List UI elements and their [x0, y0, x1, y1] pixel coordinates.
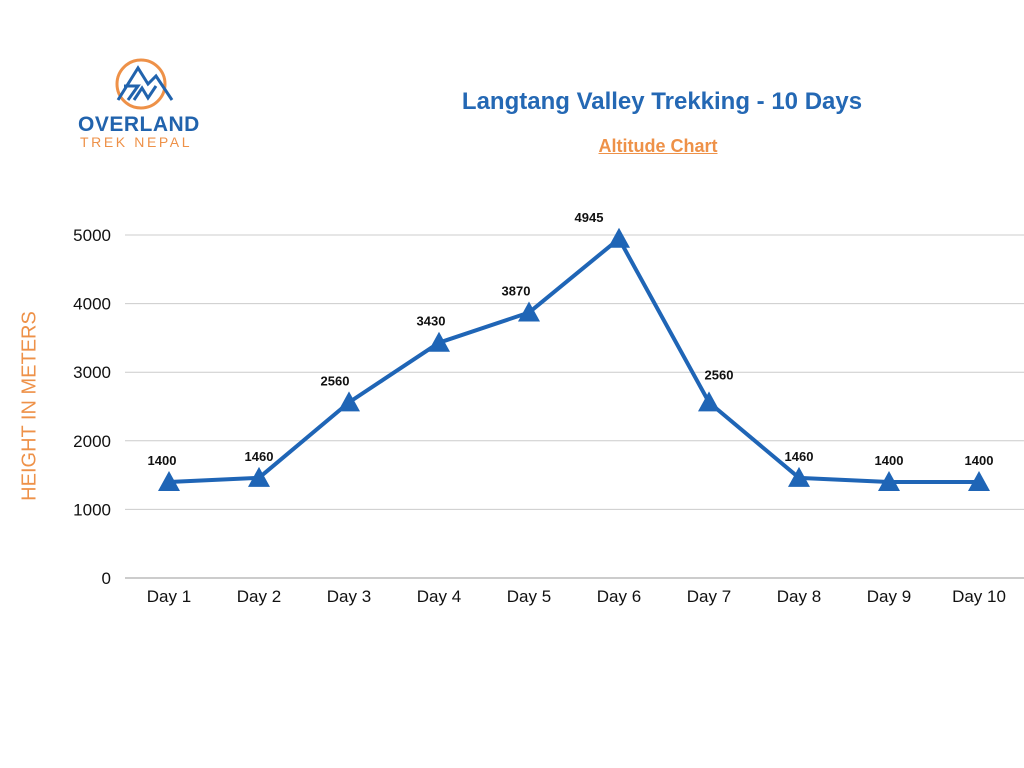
y-tick-label: 0: [102, 569, 111, 588]
x-tick-label: Day 8: [777, 587, 821, 606]
data-label: 4945: [575, 210, 604, 225]
data-label: 1400: [875, 453, 904, 468]
y-tick-label: 1000: [73, 500, 111, 519]
x-tick-label: Day 7: [687, 587, 731, 606]
data-label: 3870: [502, 284, 531, 299]
x-tick-label: Day 1: [147, 587, 191, 606]
data-label: 3430: [417, 314, 446, 329]
data-point-marker: [428, 331, 450, 352]
x-tick-label: Day 4: [417, 587, 461, 606]
data-label: 1400: [965, 453, 994, 468]
series-line: [168, 236, 979, 484]
data-label: 1400: [148, 453, 177, 468]
x-tick-label: Day 10: [952, 587, 1006, 606]
data-point-marker: [788, 466, 810, 487]
x-tick-label: Day 2: [237, 587, 281, 606]
chart-subtitle: Altitude Chart: [598, 136, 718, 156]
data-point-marker: [158, 470, 180, 491]
logo: [115, 58, 174, 110]
data-label: 2560: [705, 367, 734, 382]
data-point-marker: [698, 391, 720, 412]
y-tick-label: 5000: [73, 226, 111, 245]
chart-title: Langtang Valley Trekking - 10 Days: [461, 88, 863, 115]
data-point-marker: [248, 466, 270, 487]
data-point-marker: [878, 470, 900, 491]
x-tick-label: Day 5: [507, 587, 551, 606]
x-tick-label: Day 6: [597, 587, 641, 606]
data-label: 2560: [321, 373, 350, 388]
logo-text: OVERLAND: [78, 113, 200, 136]
data-label: 1460: [245, 449, 274, 464]
data-point-marker: [968, 470, 990, 491]
data-point-marker: [608, 227, 630, 248]
y-tick-label: 4000: [73, 295, 111, 314]
y-tick-label: 3000: [73, 363, 111, 382]
x-tick-label: Day 9: [867, 587, 911, 606]
y-tick-label: 2000: [73, 432, 111, 451]
data-point-marker: [338, 391, 360, 412]
data-point-marker: [518, 301, 540, 322]
data-label: 1460: [785, 449, 814, 464]
logo-subtext: TREK NEPAL: [80, 134, 193, 150]
x-tick-label: Day 3: [327, 587, 371, 606]
